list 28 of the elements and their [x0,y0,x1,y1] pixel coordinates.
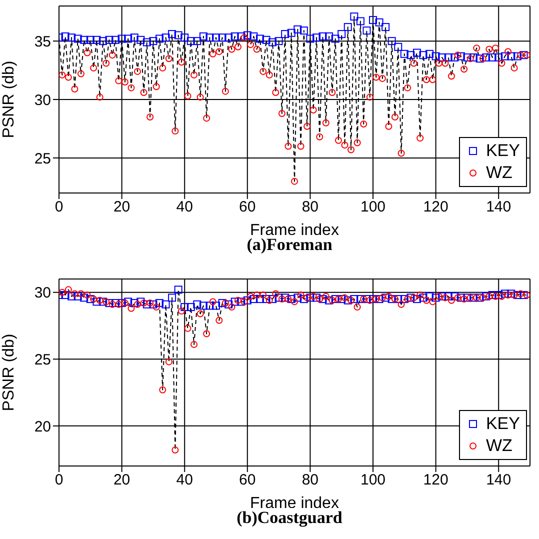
x-tick-label: 20 [113,472,130,489]
y-tick-label: 30 [34,284,51,302]
x-tick-label: 140 [486,472,512,489]
x-tick-label: 100 [360,472,386,489]
legend-label: KEY [486,413,520,435]
legend-label: KEY [486,140,520,162]
x-tick-label: 20 [113,198,130,216]
y-tick-label: 35 [34,33,51,50]
x-tick-label: 80 [302,472,319,489]
x-tick-label: 140 [486,198,512,216]
x-tick-label: 40 [176,198,193,216]
x-tick-label: 60 [239,198,256,216]
x-tick-label: 100 [360,198,386,216]
legend-label: WZ [486,435,512,457]
x-tick-label: 120 [423,198,448,216]
y-tick-label: 25 [34,150,51,168]
y-axis-title: PSNR (db) [0,334,18,412]
y-axis-title: PSNR (db) [0,60,18,138]
y-tick-label: 20 [34,418,51,436]
x-tick-label: 60 [239,472,256,489]
legend-label: WZ [486,162,512,184]
x-tick-label: 0 [54,198,64,216]
y-tick-label: 30 [34,92,51,109]
x-tick-label: 0 [54,472,64,489]
x-tick-label: 40 [176,472,193,489]
y-tick-label: 25 [34,351,51,368]
x-tick-label: 80 [302,198,319,216]
x-tick-label: 120 [423,472,448,489]
